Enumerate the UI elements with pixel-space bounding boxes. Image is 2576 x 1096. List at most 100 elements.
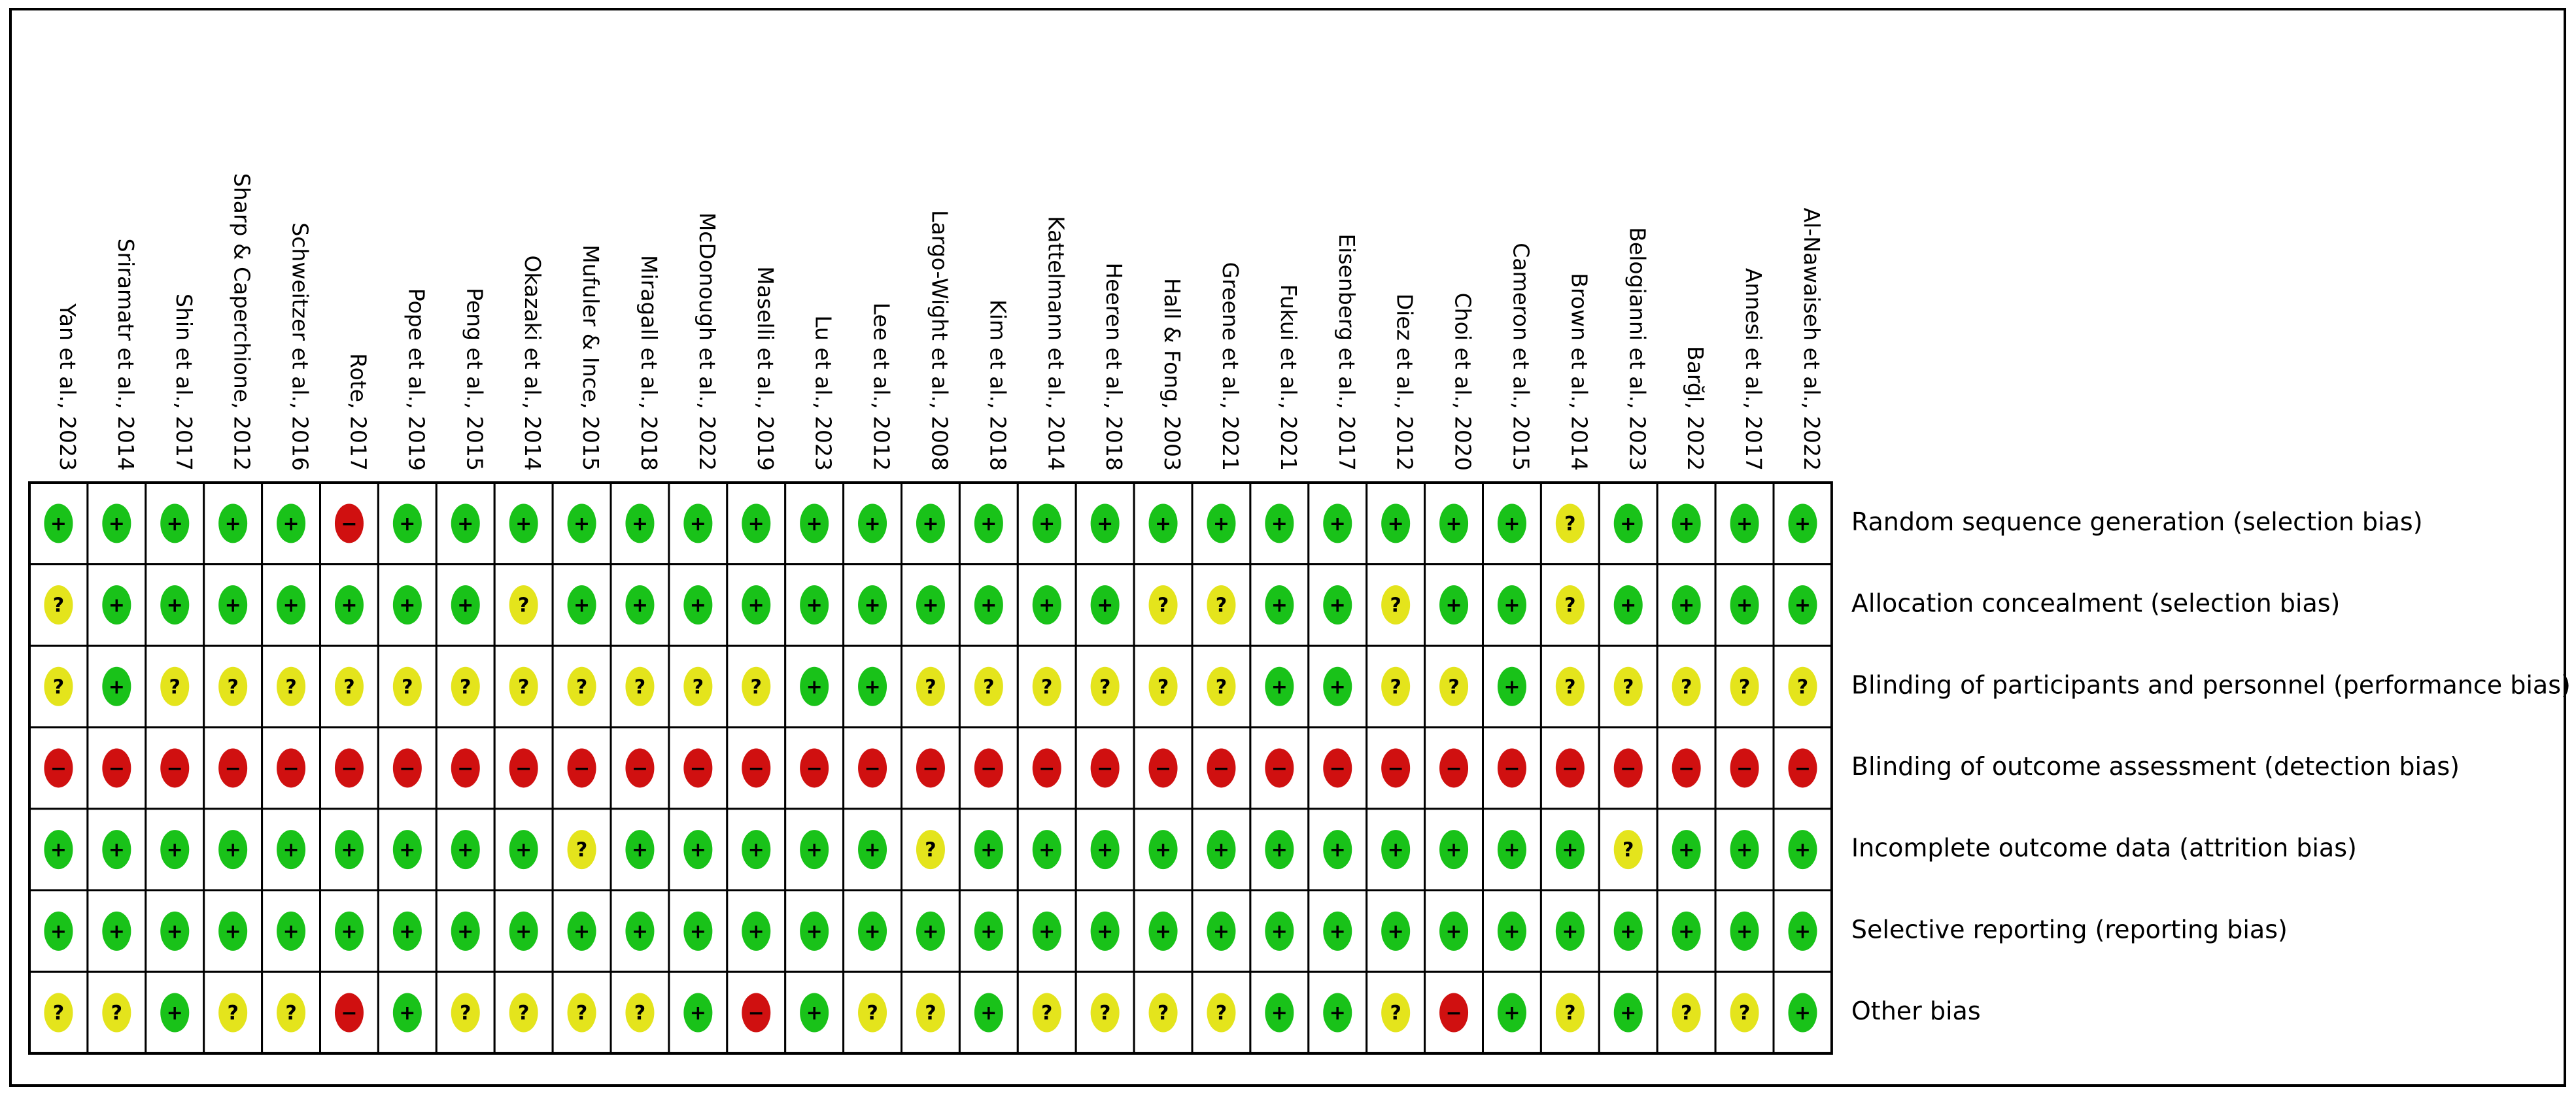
judgement-symbol: +	[864, 594, 880, 617]
judgement-symbol: ?	[1041, 676, 1052, 698]
judgement-marker	[218, 830, 248, 870]
judgement-marker	[218, 666, 248, 706]
judgement-symbol: +	[1795, 594, 1811, 617]
judgement-marker	[1672, 830, 1701, 870]
judgement-symbol: ?	[576, 676, 587, 698]
judgement-marker	[392, 748, 422, 788]
judgement-symbol: −	[1736, 757, 1753, 780]
judgement-marker	[1439, 504, 1469, 543]
grid-cell	[1307, 563, 1368, 647]
judgement-marker	[800, 748, 829, 788]
judgement-symbol: ?	[1158, 1002, 1169, 1025]
judgement-symbol: +	[1213, 513, 1229, 536]
judgement-symbol: ?	[343, 676, 354, 698]
judgement-symbol: +	[1039, 513, 1055, 536]
judgement-marker	[1788, 911, 1817, 951]
judgement-symbol: +	[748, 920, 764, 943]
judgement-marker	[509, 585, 538, 625]
judgement-marker	[451, 993, 480, 1033]
judgement-marker	[102, 504, 131, 543]
judgement-symbol: −	[341, 513, 357, 536]
judgement-marker	[44, 993, 73, 1033]
judgement-symbol: −	[457, 757, 473, 780]
judgement-marker	[1207, 830, 1236, 870]
judgement-symbol: +	[167, 839, 183, 862]
judgement-marker	[1381, 911, 1411, 951]
judgement-symbol: +	[225, 920, 241, 943]
judgement-symbol: +	[1795, 1002, 1811, 1025]
judgement-symbol: +	[225, 594, 241, 617]
judgement-symbol: ?	[751, 676, 762, 698]
judgement-symbol: +	[632, 594, 648, 617]
judgement-marker	[1323, 830, 1352, 870]
judgement-marker	[974, 993, 1003, 1033]
judgement-symbol: −	[1620, 757, 1636, 780]
judgement-marker	[567, 993, 596, 1033]
judgement-symbol: −	[341, 1002, 357, 1025]
judgement-symbol: ?	[1041, 1002, 1052, 1025]
judgement-marker	[509, 666, 538, 706]
judgement-symbol: +	[457, 513, 473, 536]
judgement-marker	[567, 911, 596, 951]
judgement-marker	[1439, 993, 1469, 1033]
judgement-marker	[44, 504, 73, 543]
judgement-marker	[742, 993, 771, 1033]
judgement-symbol: −	[167, 757, 183, 780]
judgement-marker	[1265, 993, 1294, 1033]
study-label: Choi et al., 2020	[1451, 293, 1476, 471]
judgement-symbol: +	[922, 513, 938, 536]
judgement-marker	[1265, 911, 1294, 951]
judgement-symbol: +	[690, 920, 706, 943]
judgement-symbol: ?	[983, 676, 994, 698]
judgement-marker	[218, 585, 248, 625]
judgement-symbol: +	[632, 920, 648, 943]
judgement-symbol: +	[1271, 920, 1288, 943]
study-label: Heeren et al., 2018	[1101, 262, 1127, 471]
grid-cell	[610, 808, 670, 892]
judgement-marker	[1788, 504, 1817, 543]
judgement-marker	[1032, 585, 1061, 625]
domain-label: Selective reporting (reporting bias)	[1851, 915, 2288, 944]
judgement-marker	[1672, 911, 1701, 951]
judgement-marker	[1730, 911, 1759, 951]
judgement-symbol: +	[109, 676, 125, 698]
study-label: Okazaki et al., 2014	[520, 255, 545, 471]
judgement-marker	[451, 830, 480, 870]
judgement-symbol: −	[806, 757, 823, 780]
study-label: Sriramatr et al., 2014	[113, 239, 139, 471]
judgement-symbol: +	[1736, 920, 1753, 943]
judgement-symbol: +	[864, 513, 880, 536]
judgement-symbol: −	[1445, 1002, 1462, 1025]
judgement-marker	[1207, 585, 1236, 625]
judgement-marker	[334, 830, 364, 870]
judgement-symbol: ?	[285, 676, 296, 698]
judgement-marker	[1207, 504, 1236, 543]
domain-labels: Random sequence generation (selection bi…	[1851, 507, 2571, 1025]
judgement-marker	[334, 504, 364, 543]
judgement-marker	[1381, 993, 1411, 1033]
judgement-marker	[1730, 830, 1759, 870]
judgement-marker	[1613, 748, 1643, 788]
judgement-marker	[102, 585, 131, 625]
judgement-marker	[974, 504, 1003, 543]
judgement-marker	[1323, 585, 1352, 625]
judgement-symbol: −	[922, 757, 938, 780]
judgement-symbol: +	[1271, 676, 1288, 698]
judgement-marker	[742, 748, 771, 788]
judgement-symbol: ?	[518, 676, 529, 698]
judgement-marker	[1555, 911, 1585, 951]
judgement-marker	[1555, 830, 1585, 870]
judgement-symbol: ?	[1216, 1002, 1227, 1025]
judgement-symbol: +	[1271, 839, 1288, 862]
judgement-symbol: −	[515, 757, 532, 780]
judgement-symbol: +	[283, 839, 299, 862]
judgement-marker	[1497, 585, 1526, 625]
judgement-marker	[1323, 993, 1352, 1033]
judgement-marker	[625, 830, 655, 870]
judgement-symbol: ?	[1448, 676, 1459, 698]
judgement-marker	[916, 504, 945, 543]
judgement-marker	[392, 911, 422, 951]
judgement-marker	[1555, 504, 1585, 543]
judgement-symbol: ?	[1158, 594, 1169, 617]
judgement-marker	[1497, 911, 1526, 951]
